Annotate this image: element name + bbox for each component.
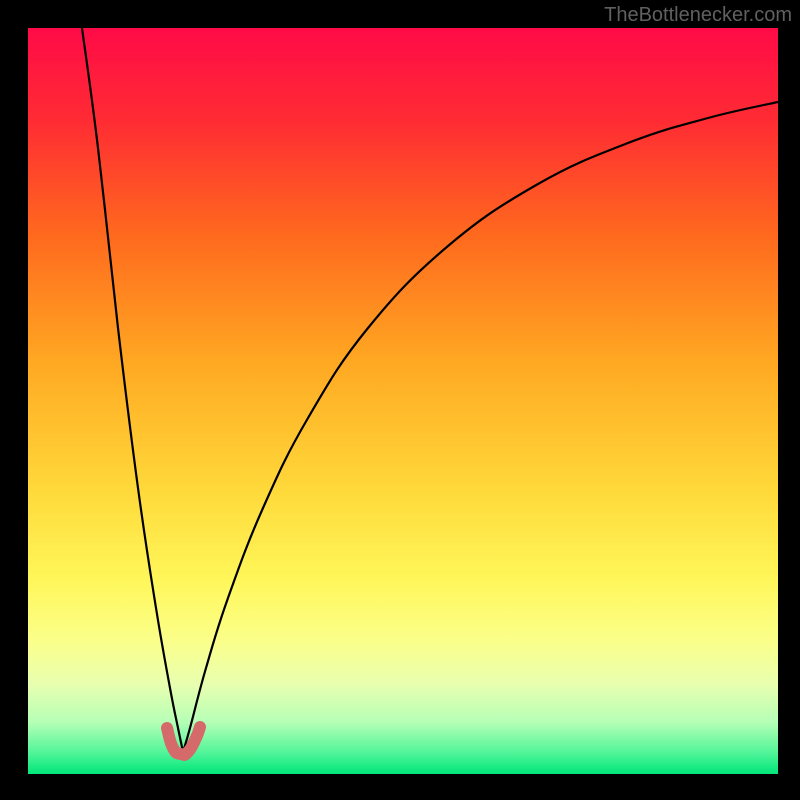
min-marker-wiggle bbox=[28, 28, 778, 774]
wiggle-path bbox=[167, 727, 200, 755]
watermark-text: TheBottlenecker.com bbox=[604, 4, 792, 27]
plot-area bbox=[28, 28, 778, 774]
